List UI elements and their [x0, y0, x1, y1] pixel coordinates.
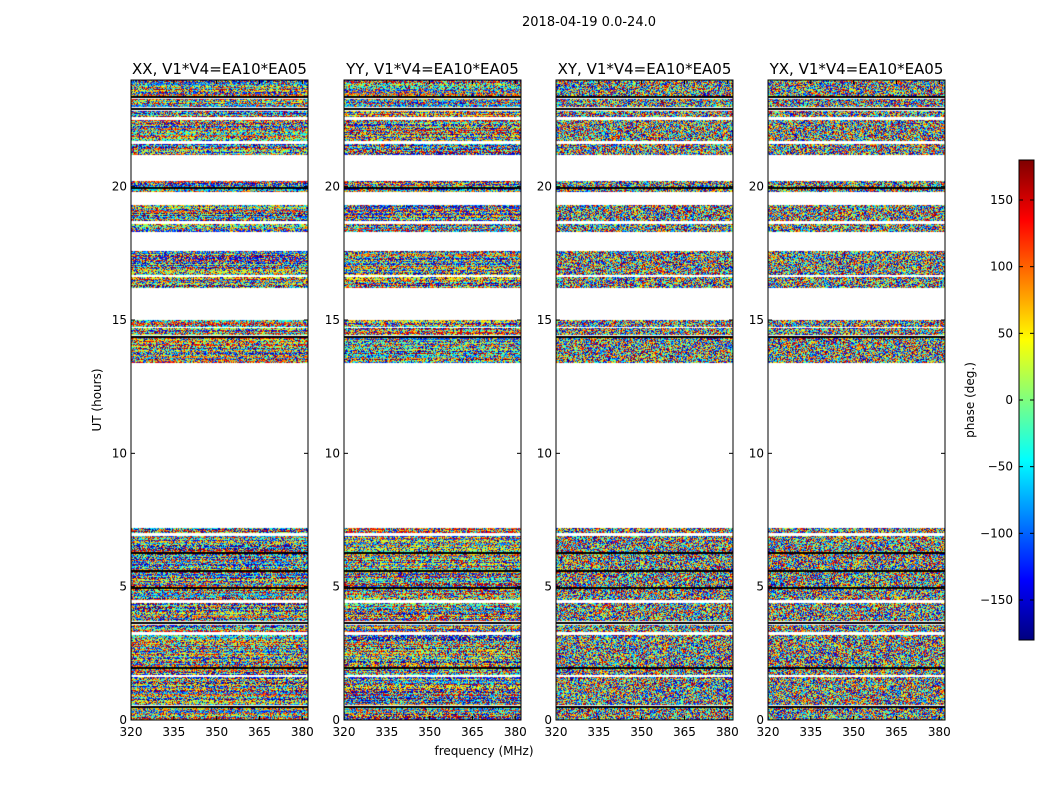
x-tick-label: 350 [418, 725, 441, 739]
y-tick-label: 10 [325, 446, 340, 460]
y-tick-label: 15 [112, 313, 127, 327]
y-tick-label: 20 [749, 180, 764, 194]
colorbar-tick-label: −50 [988, 460, 1013, 474]
y-tick-label: 10 [749, 446, 764, 460]
x-tick-label: 365 [461, 725, 484, 739]
panel-yy: YY, V1*V4=EA10*EA05 320 335 350 365 380 0 5 10 15… [325, 60, 527, 739]
x-tick-label: 335 [799, 725, 822, 739]
x-tick-label: 335 [162, 725, 185, 739]
x-tick-label: 335 [375, 725, 398, 739]
x-tick-label: 335 [587, 725, 610, 739]
panel-xx: XX, V1*V4=EA10*EA05 320 335 350 365 380 0 5 10 15… [112, 60, 314, 739]
x-tick-label: 320 [757, 725, 780, 739]
y-tick-label: 15 [749, 313, 764, 327]
heatmap-image [344, 80, 521, 720]
panel-title: XY, V1*V4=EA10*EA05 [558, 60, 732, 78]
x-tick-label: 350 [205, 725, 228, 739]
panel-title: YY, V1*V4=EA10*EA05 [345, 60, 519, 78]
y-tick-label: 5 [332, 580, 340, 594]
y-tick-label: 20 [325, 180, 340, 194]
y-tick-label: 5 [544, 580, 552, 594]
y-tick-label: 15 [537, 313, 552, 327]
x-tick-label: 365 [248, 725, 271, 739]
figure-suptitle: 2018-04-19 0.0-24.0 [522, 15, 656, 30]
colorbar-tick-label: 0 [1005, 393, 1013, 407]
panel-title: XX, V1*V4=EA10*EA05 [132, 60, 307, 78]
panel-yx: YX, V1*V4=EA10*EA05 320 335 350 365 380 0 5 10 15… [749, 60, 951, 739]
x-axis-label: frequency (MHz) [434, 744, 533, 758]
panel-title: YX, V1*V4=EA10*EA05 [769, 60, 944, 78]
heatmap-image [131, 80, 308, 720]
x-tick-label: 380 [291, 725, 314, 739]
y-tick-label: 0 [332, 713, 340, 727]
y-tick-label: 20 [112, 180, 127, 194]
x-tick-label: 365 [885, 725, 908, 739]
colorbar-label: phase (deg.) [963, 362, 977, 438]
x-tick-label: 380 [504, 725, 527, 739]
x-tick-label: 380 [928, 725, 951, 739]
y-tick-label: 10 [537, 446, 552, 460]
colorbar-tick-label: −100 [980, 526, 1013, 540]
colorbar-tick-label: 100 [990, 260, 1013, 274]
heatmap-image [768, 80, 945, 720]
plot-frame [343, 79, 522, 721]
y-tick-label: 0 [756, 713, 764, 727]
y-tick-label: 5 [119, 580, 127, 594]
y-tick-label: 0 [119, 713, 127, 727]
heatmap-image [556, 80, 733, 720]
y-tick-label: 0 [544, 713, 552, 727]
panels-layer: XX, V1*V4=EA10*EA05 320 335 350 365 380 0 5 10 15… [112, 60, 951, 739]
x-tick-label: 350 [842, 725, 865, 739]
panel-xy: XY, V1*V4=EA10*EA05 320 335 350 365 380 0 5 10 15… [537, 60, 739, 739]
y-tick-label: 10 [112, 446, 127, 460]
colorbar: 150 100 50 0 −50 −100 −150 [980, 159, 1035, 641]
y-tick-label: 5 [756, 580, 764, 594]
colorbar-tick-label: −150 [980, 593, 1013, 607]
y-tick-label: 15 [325, 313, 340, 327]
x-tick-label: 320 [545, 725, 568, 739]
x-tick-label: 380 [716, 725, 739, 739]
plot-frame [767, 79, 946, 721]
colorbar-tick-label: 150 [990, 193, 1013, 207]
x-tick-label: 350 [630, 725, 653, 739]
y-tick-label: 20 [537, 180, 552, 194]
y-axis-label: UT (hours) [90, 368, 104, 431]
plot-frame [130, 79, 309, 721]
x-tick-label: 320 [120, 725, 143, 739]
x-tick-label: 320 [333, 725, 356, 739]
x-tick-label: 365 [673, 725, 696, 739]
colorbar-tick-label: 50 [998, 326, 1013, 340]
plot-frame [555, 79, 734, 721]
